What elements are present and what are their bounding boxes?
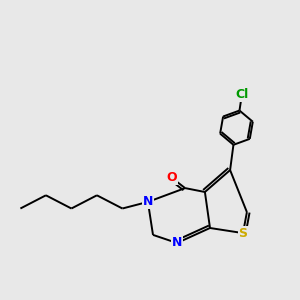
Text: N: N [143,195,153,208]
Text: S: S [238,226,247,240]
Text: O: O [167,171,177,184]
Text: N: N [172,236,182,250]
Text: Cl: Cl [235,88,249,101]
